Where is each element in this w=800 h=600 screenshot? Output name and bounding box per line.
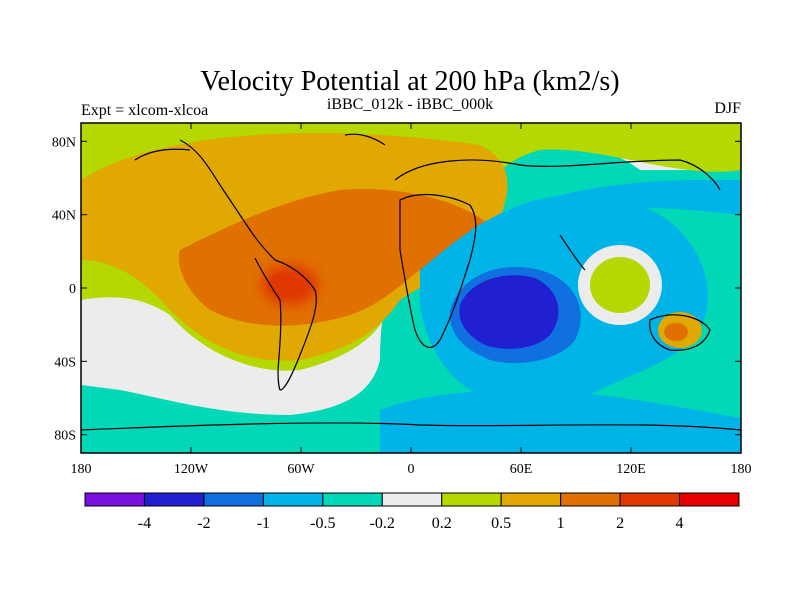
colorbar-label: -0.5 (310, 515, 335, 532)
y-tick-label: 80N (52, 135, 76, 150)
colorbar-box (619, 492, 681, 507)
colorbar-box (84, 492, 145, 507)
colorbar-label: 0.5 (491, 515, 511, 532)
colorbar-label: -4 (138, 515, 151, 532)
y-tick-label: 40N (52, 209, 76, 224)
x-tick-label: 120W (174, 462, 209, 477)
colorbar-box (381, 492, 443, 507)
y-tick-label: 40S (54, 355, 76, 370)
south-america-coast (274, 259, 317, 391)
x-tick-label: 180 (731, 462, 752, 477)
antarctica-coast (81, 422, 741, 431)
y-tick-label: 0 (69, 282, 76, 297)
greenland-coast (344, 133, 386, 146)
subtitle-right: DJF (714, 100, 741, 117)
x-tick-label: 0 (408, 462, 415, 477)
colorbar-label: 4 (676, 515, 684, 532)
colorbar-label: 1 (557, 515, 565, 532)
north-america-coast (179, 139, 276, 261)
alaska-coast (134, 148, 191, 161)
colorbar-box (441, 492, 502, 507)
coastlines (81, 133, 741, 431)
eurasia-coast (394, 159, 721, 191)
colorbar-label: -0.2 (370, 515, 395, 532)
colorbar-label: 0.2 (432, 515, 452, 532)
australia-coast (649, 314, 711, 351)
y-axis: 80N 40N 0 40S 80S (52, 135, 741, 444)
colorbar-label: -2 (197, 515, 210, 532)
colorbar-box (203, 492, 264, 507)
subtitle-left: Expt = xlcom-xlcoa (81, 102, 208, 119)
colorbar-label: 2 (616, 515, 624, 532)
contour-fill (81, 123, 741, 453)
chart-title: Velocity Potential at 200 hPa (km2/s) (200, 66, 619, 97)
x-tick-label: 120E (616, 462, 646, 477)
x-tick-label: 60W (287, 462, 315, 477)
colorbar-box (500, 492, 562, 507)
south-america-west-coast (254, 257, 282, 391)
colorbar-box (322, 492, 383, 507)
colorbar: -4 -2 -1 -0.5 -0.2 0.2 0.5 1 2 4 (84, 492, 740, 532)
subtitle-center: iBBC_012k - iBBC_000k (327, 96, 493, 113)
y-tick-label: 80S (54, 429, 76, 444)
colorbar-label: -1 (257, 515, 270, 532)
x-axis: 180 120W 60W 0 60E 120E 180 (71, 123, 752, 477)
colorbar-box (560, 492, 621, 507)
x-tick-label: 60E (510, 462, 533, 477)
india-coast (559, 234, 586, 271)
colorbar-box (262, 492, 324, 507)
africa-coast (399, 194, 477, 348)
x-tick-label: 180 (71, 462, 92, 477)
colorbar-box (679, 492, 740, 507)
colorbar-box (143, 492, 205, 507)
